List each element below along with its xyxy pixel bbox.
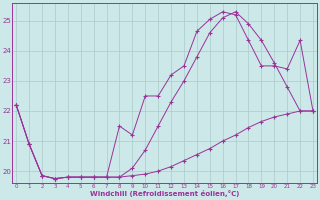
X-axis label: Windchill (Refroidissement éolien,°C): Windchill (Refroidissement éolien,°C) xyxy=(90,190,239,197)
